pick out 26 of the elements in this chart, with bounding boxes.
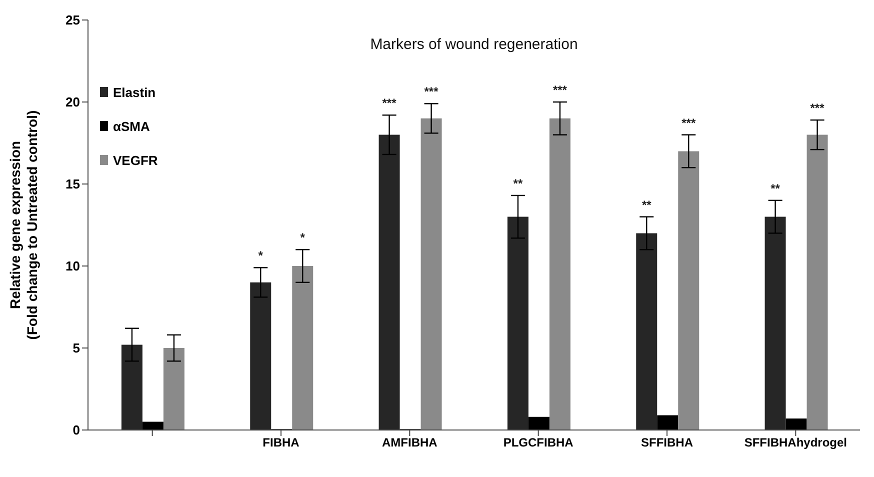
data-label: *: [258, 248, 264, 263]
data-label: ***: [552, 83, 568, 97]
data-label: **: [513, 176, 523, 190]
text: Markers of wound regeneration: [369, 36, 579, 53]
x-tick-label: SFFIBHA: [641, 436, 694, 450]
data-label: **: [642, 198, 652, 212]
data-label: ***: [382, 96, 397, 110]
data-label: ***: [810, 101, 825, 116]
y-tick-label: 20: [66, 94, 80, 110]
y-tick-label: 5: [72, 340, 80, 356]
x-tick-label: PLGCFIBHA: [503, 436, 574, 450]
x-tick-label: SFFIBHAhydrogel: [744, 436, 848, 450]
y-axis-title: Relative gene expression (Fold change to Untreated control): [7, 110, 40, 340]
data-label: *: [300, 230, 306, 245]
y-tick-label: 0: [72, 422, 80, 438]
legend-label: αSMA: [112, 118, 151, 136]
x-tick-label: FIBHA: [262, 436, 300, 450]
x-tick-label: AMFIBHA: [382, 436, 438, 450]
legend-label: VEGFR: [112, 152, 158, 170]
data-label: **: [770, 181, 780, 196]
data-label: ***: [424, 84, 439, 99]
y-tick-label: 25: [66, 12, 80, 28]
legend-label: Elastin: [112, 84, 157, 102]
data-label: ***: [682, 116, 696, 130]
y-tick-label: 15: [66, 176, 80, 192]
y-tick-label: 10: [66, 258, 80, 274]
